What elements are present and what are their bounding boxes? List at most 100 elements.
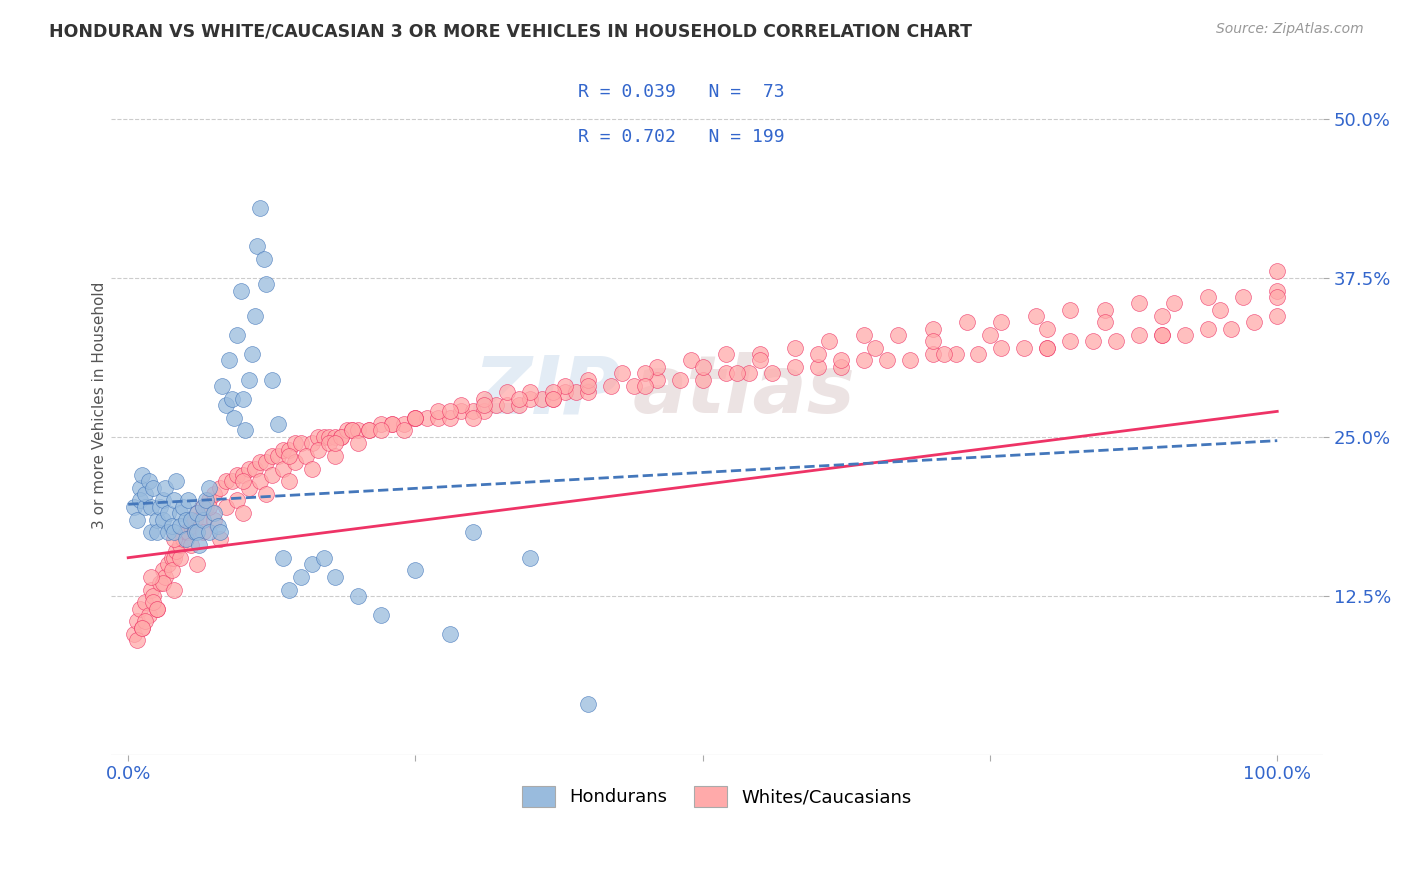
- Point: [134, 487, 156, 501]
- Point: [209, 532, 232, 546]
- Point: [323, 449, 346, 463]
- Point: [404, 410, 426, 425]
- Point: [249, 475, 271, 489]
- Point: [191, 525, 214, 540]
- Point: [184, 512, 207, 526]
- Point: [152, 576, 174, 591]
- Point: [956, 315, 979, 329]
- Text: ZIP: ZIP: [472, 352, 620, 430]
- Point: [127, 633, 149, 648]
- Text: atlas: atlas: [633, 352, 855, 430]
- Point: [152, 493, 174, 508]
- Point: [645, 359, 668, 374]
- Point: [243, 309, 266, 323]
- Point: [485, 398, 508, 412]
- Point: [1232, 290, 1254, 304]
- Point: [342, 424, 364, 438]
- Point: [169, 538, 191, 552]
- Point: [278, 449, 301, 463]
- Point: [122, 627, 145, 641]
- Point: [830, 359, 852, 374]
- Point: [163, 525, 186, 540]
- Point: [645, 373, 668, 387]
- Point: [260, 373, 283, 387]
- Point: [134, 500, 156, 514]
- Point: [197, 493, 219, 508]
- Point: [576, 385, 599, 400]
- Point: [359, 424, 381, 438]
- Point: [271, 442, 294, 457]
- Point: [1174, 328, 1197, 343]
- Point: [202, 506, 225, 520]
- Point: [830, 353, 852, 368]
- Point: [146, 525, 169, 540]
- Point: [163, 532, 186, 546]
- Point: [141, 500, 163, 514]
- Point: [232, 468, 254, 483]
- Point: [543, 392, 565, 406]
- Point: [392, 417, 415, 431]
- Point: [576, 373, 599, 387]
- Point: [186, 506, 208, 520]
- Point: [146, 601, 169, 615]
- Point: [138, 607, 160, 622]
- Point: [249, 455, 271, 469]
- Point: [246, 239, 269, 253]
- Point: [967, 347, 990, 361]
- Point: [278, 582, 301, 597]
- Point: [323, 430, 346, 444]
- Point: [887, 328, 910, 343]
- Point: [284, 455, 307, 469]
- Point: [174, 512, 197, 526]
- Point: [852, 353, 875, 368]
- Point: [335, 424, 357, 438]
- Point: [184, 525, 207, 540]
- Point: [990, 315, 1012, 329]
- Point: [1083, 334, 1105, 349]
- Point: [714, 366, 737, 380]
- Point: [169, 506, 191, 520]
- Point: [543, 392, 565, 406]
- Point: [898, 353, 921, 368]
- Point: [172, 532, 194, 546]
- Point: [921, 334, 943, 349]
- Text: R = 0.702   N = 199: R = 0.702 N = 199: [578, 128, 785, 146]
- Point: [207, 519, 229, 533]
- Point: [266, 449, 288, 463]
- Point: [232, 392, 254, 406]
- Point: [232, 475, 254, 489]
- Point: [318, 430, 340, 444]
- Point: [221, 475, 243, 489]
- Point: [329, 430, 352, 444]
- Point: [128, 481, 150, 495]
- Point: [229, 284, 252, 298]
- Point: [416, 410, 439, 425]
- Point: [427, 410, 450, 425]
- Point: [519, 385, 541, 400]
- Point: [160, 550, 183, 565]
- Point: [508, 398, 530, 412]
- Point: [197, 481, 219, 495]
- Point: [131, 468, 153, 483]
- Point: [266, 417, 288, 431]
- Point: [186, 506, 208, 520]
- Point: [254, 487, 277, 501]
- Point: [226, 468, 249, 483]
- Text: R = 0.039   N =  73: R = 0.039 N = 73: [578, 83, 785, 101]
- Point: [149, 576, 172, 591]
- Point: [127, 512, 149, 526]
- Point: [450, 404, 472, 418]
- Point: [128, 493, 150, 508]
- Point: [749, 353, 772, 368]
- Point: [290, 570, 312, 584]
- Point: [122, 500, 145, 514]
- Point: [1152, 328, 1174, 343]
- Point: [301, 436, 323, 450]
- Point: [301, 557, 323, 571]
- Point: [714, 347, 737, 361]
- Point: [174, 532, 197, 546]
- Point: [152, 563, 174, 577]
- Point: [131, 621, 153, 635]
- Point: [146, 601, 169, 615]
- Point: [191, 512, 214, 526]
